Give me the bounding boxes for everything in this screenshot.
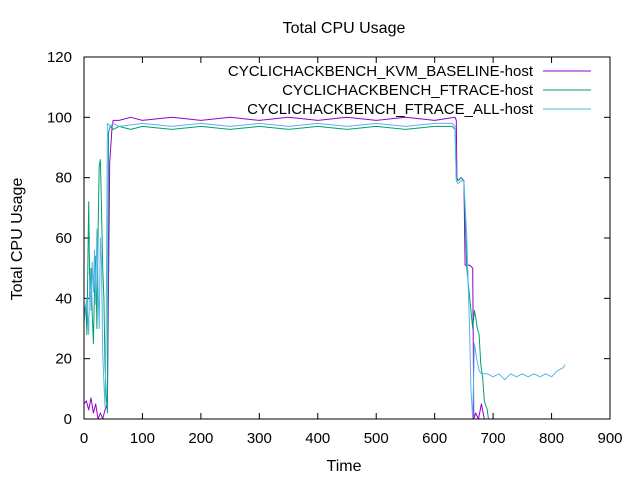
y-tick-label: 80: [55, 170, 72, 187]
legend-label-3: CYCLICHACKBENCH_FTRACE_ALL-host: [247, 101, 534, 118]
x-tick-label: 400: [305, 430, 330, 447]
x-axis-label: Time: [327, 458, 362, 475]
plot-frame: [83, 56, 611, 420]
x-tick-label: 0: [80, 430, 88, 447]
y-tick-label: 40: [55, 290, 72, 307]
x-tick-label: 700: [481, 430, 506, 447]
x-tick-label: 300: [247, 430, 272, 447]
x-tick-label: 500: [364, 430, 389, 447]
x-tick-label: 800: [539, 430, 564, 447]
x-tick-label: 600: [422, 430, 447, 447]
x-tick-label: 100: [130, 430, 155, 447]
legend-label-2: CYCLICHACKBENCH_FTRACE-host: [282, 82, 534, 99]
chart-title: Total CPU Usage: [283, 20, 406, 37]
y-tick-label: 0: [64, 411, 72, 428]
series-lines: [83, 116, 566, 420]
axis-ticks: 0 100 200 300 400 500 600 700 800 900 0 20 40 60 80 100…: [47, 49, 623, 447]
series-line-2: [83, 125, 489, 420]
y-tick-label: 20: [55, 351, 72, 368]
x-tick-label: 900: [597, 430, 622, 447]
y-axis-label: Total CPU Usage: [9, 178, 26, 301]
legend: CYCLICHACKBENCH_KVM_BASELINE-host CYCLICH…: [228, 63, 591, 118]
legend-label-1: CYCLICHACKBENCH_KVM_BASELINE-host: [228, 63, 534, 80]
y-tick-label: 120: [47, 49, 72, 66]
y-tick-label: 100: [47, 109, 72, 126]
x-tick-label: 200: [188, 430, 213, 447]
y-tick-label: 60: [55, 230, 72, 247]
series-line-3: [83, 122, 566, 420]
